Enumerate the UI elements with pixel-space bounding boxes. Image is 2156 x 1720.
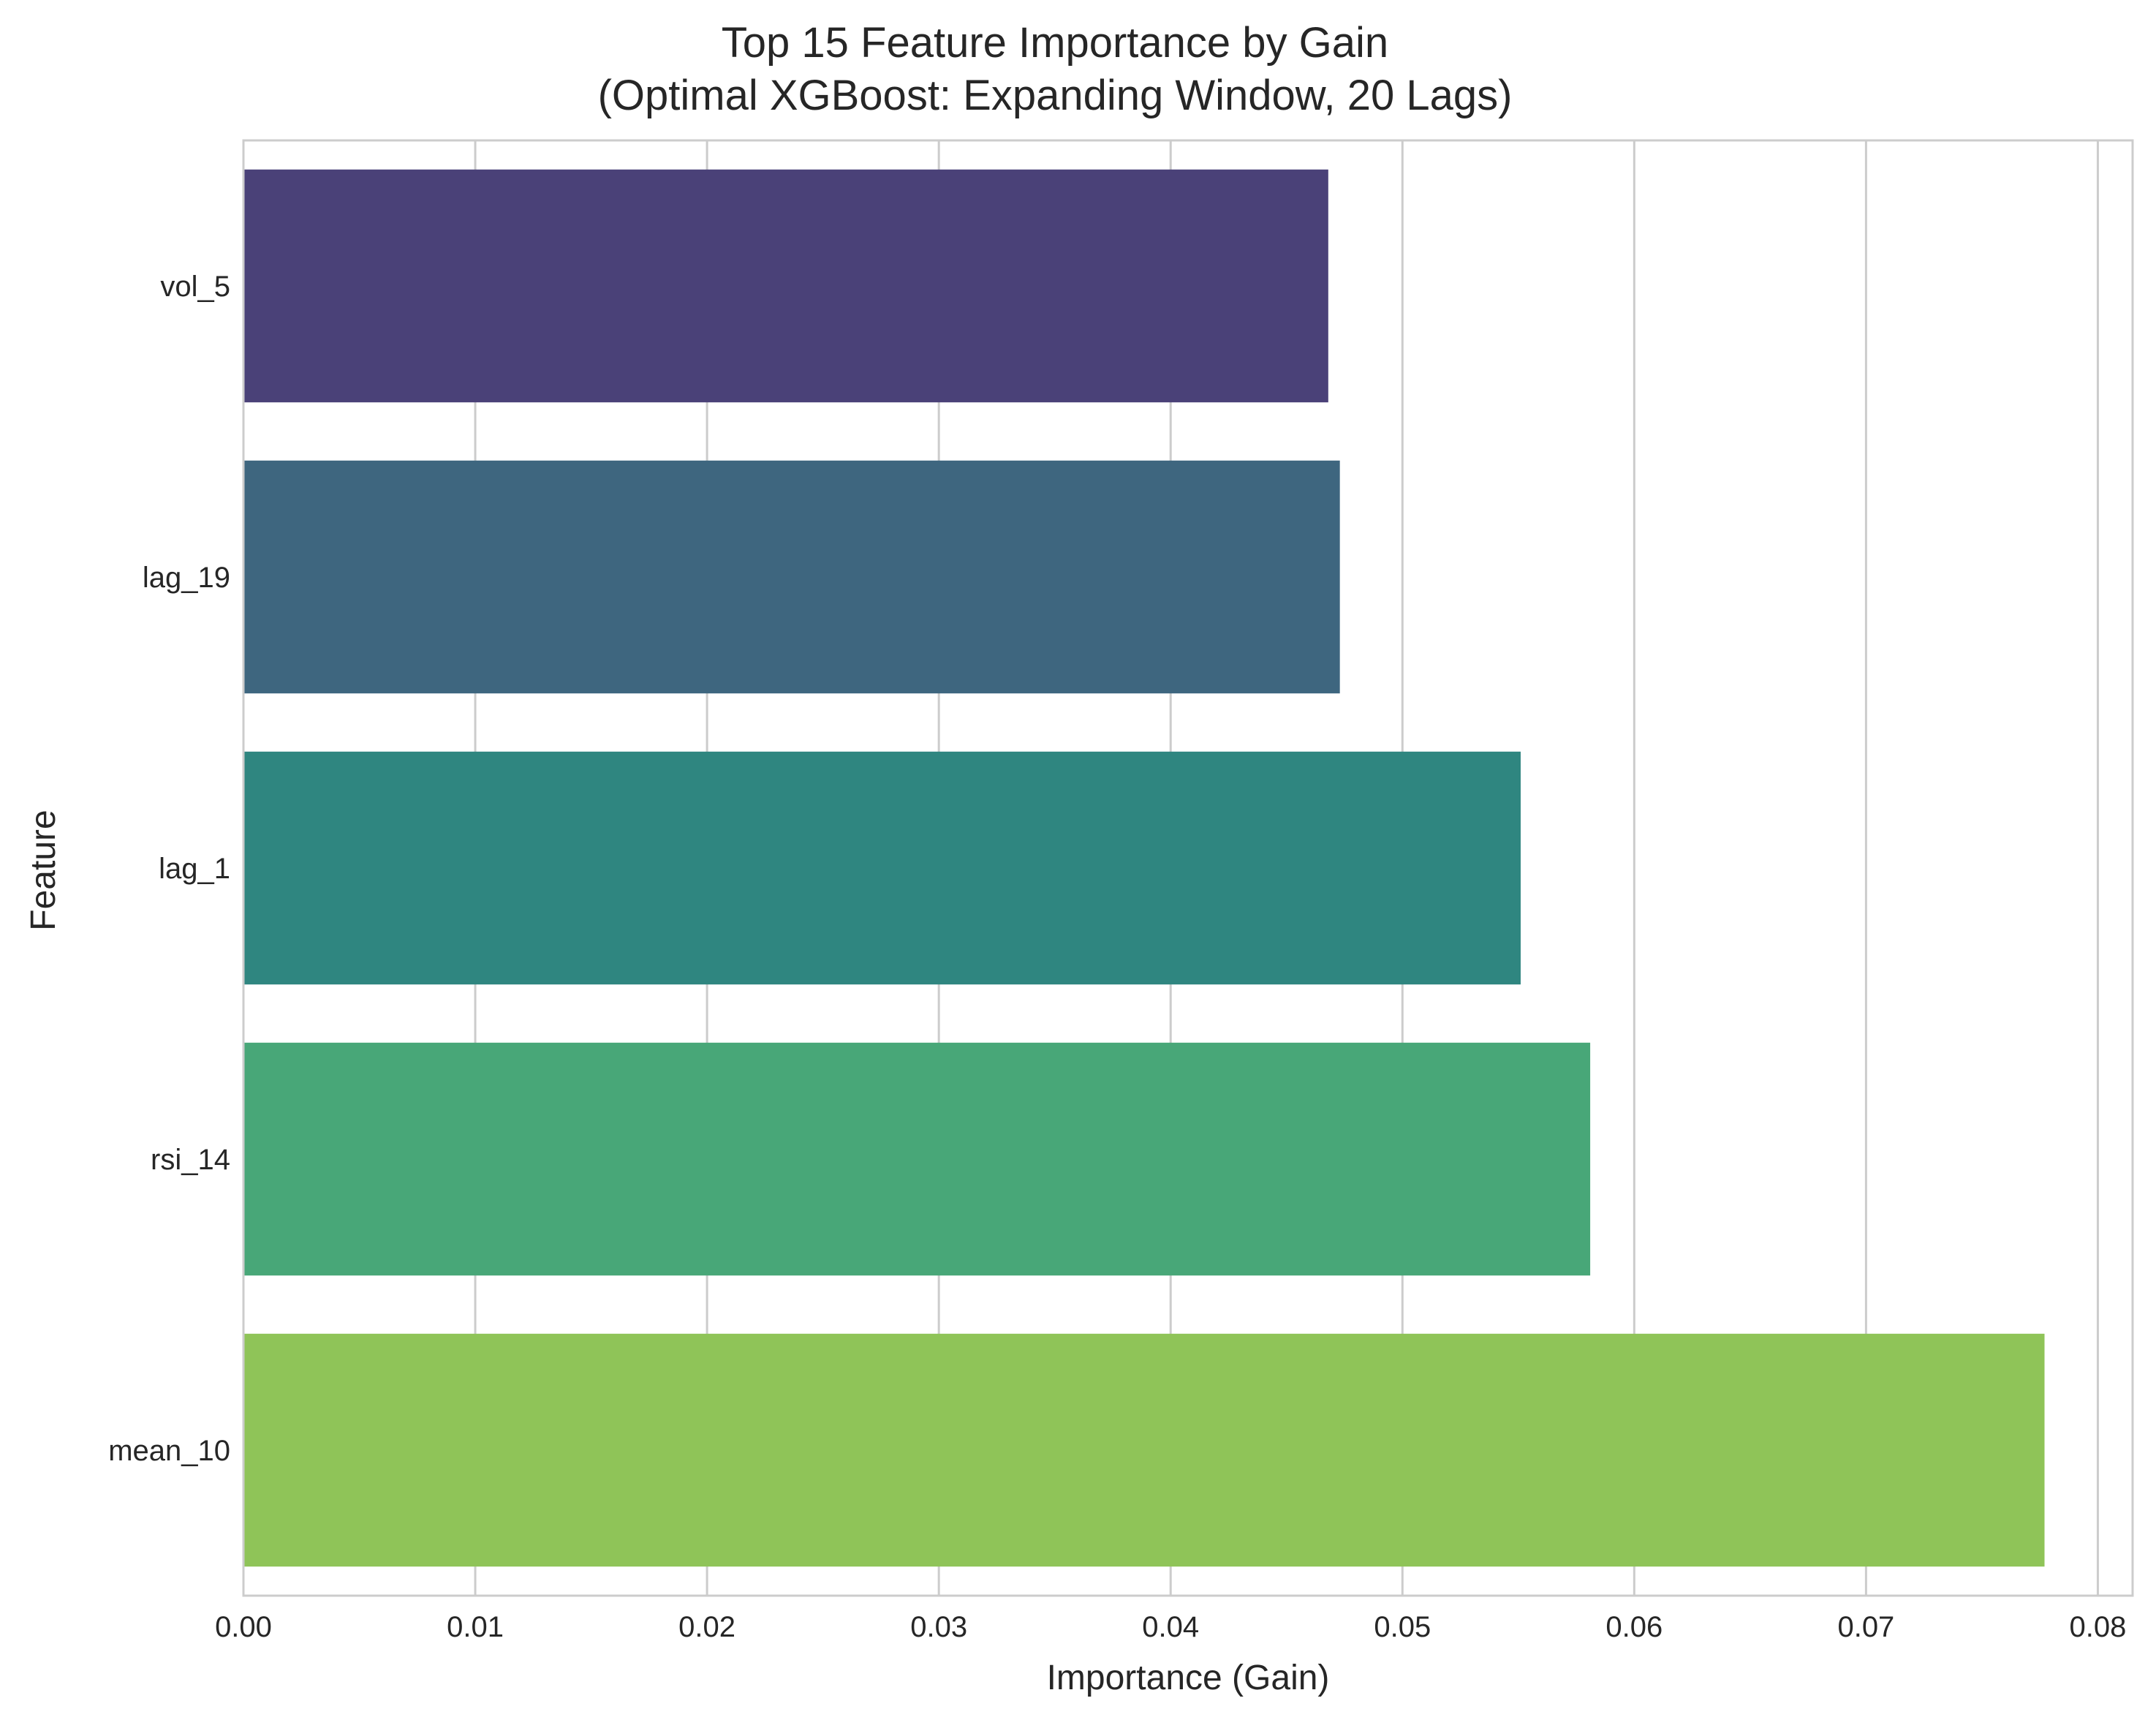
- y-tick-label: lag_1: [159, 853, 230, 885]
- x-tick-label: 0.02: [678, 1611, 735, 1643]
- bar-rsi_14: [243, 1042, 1591, 1276]
- y-tick-label: vol_5: [160, 271, 230, 303]
- chart-title: Top 15 Feature Importance by Gain: [722, 19, 1388, 67]
- x-tick-label: 0.00: [215, 1611, 272, 1643]
- plot-frame: [242, 139, 2134, 1597]
- y-axis-label: Feature: [24, 810, 63, 930]
- y-tick-label: mean_10: [108, 1435, 230, 1467]
- x-tick-label: 0.06: [1605, 1611, 1663, 1643]
- x-tick-label: 0.07: [1837, 1611, 1894, 1643]
- y-tick-label: lag_19: [143, 562, 230, 594]
- bar-vol_5: [243, 169, 1328, 403]
- x-axis-label: Importance (Gain): [1047, 1659, 1330, 1697]
- x-tick-label: 0.04: [1142, 1611, 1199, 1643]
- x-tick-label: 0.01: [447, 1611, 504, 1643]
- bar-lag_1: [243, 751, 1521, 985]
- x-tick-labels: 0.00 0.01 0.02 0.03 0.04 0.05 0.06 0.07 0.08: [215, 1611, 2126, 1643]
- bars: [243, 169, 2045, 1567]
- chart-subtitle: (Optimal XGBoost: Expanding Window, 20 L…: [598, 72, 1513, 119]
- bar-lag_19: [243, 460, 1340, 694]
- x-tick-label: 0.05: [1374, 1611, 1431, 1643]
- y-tick-labels: vol_5 lag_19 lag_1 rsi_14 mean_10: [108, 271, 230, 1467]
- bar-mean_10: [243, 1333, 2045, 1567]
- x-tick-label: 0.03: [910, 1611, 967, 1643]
- y-tick-label: rsi_14: [151, 1144, 230, 1176]
- x-tick-label: 0.08: [2070, 1611, 2127, 1643]
